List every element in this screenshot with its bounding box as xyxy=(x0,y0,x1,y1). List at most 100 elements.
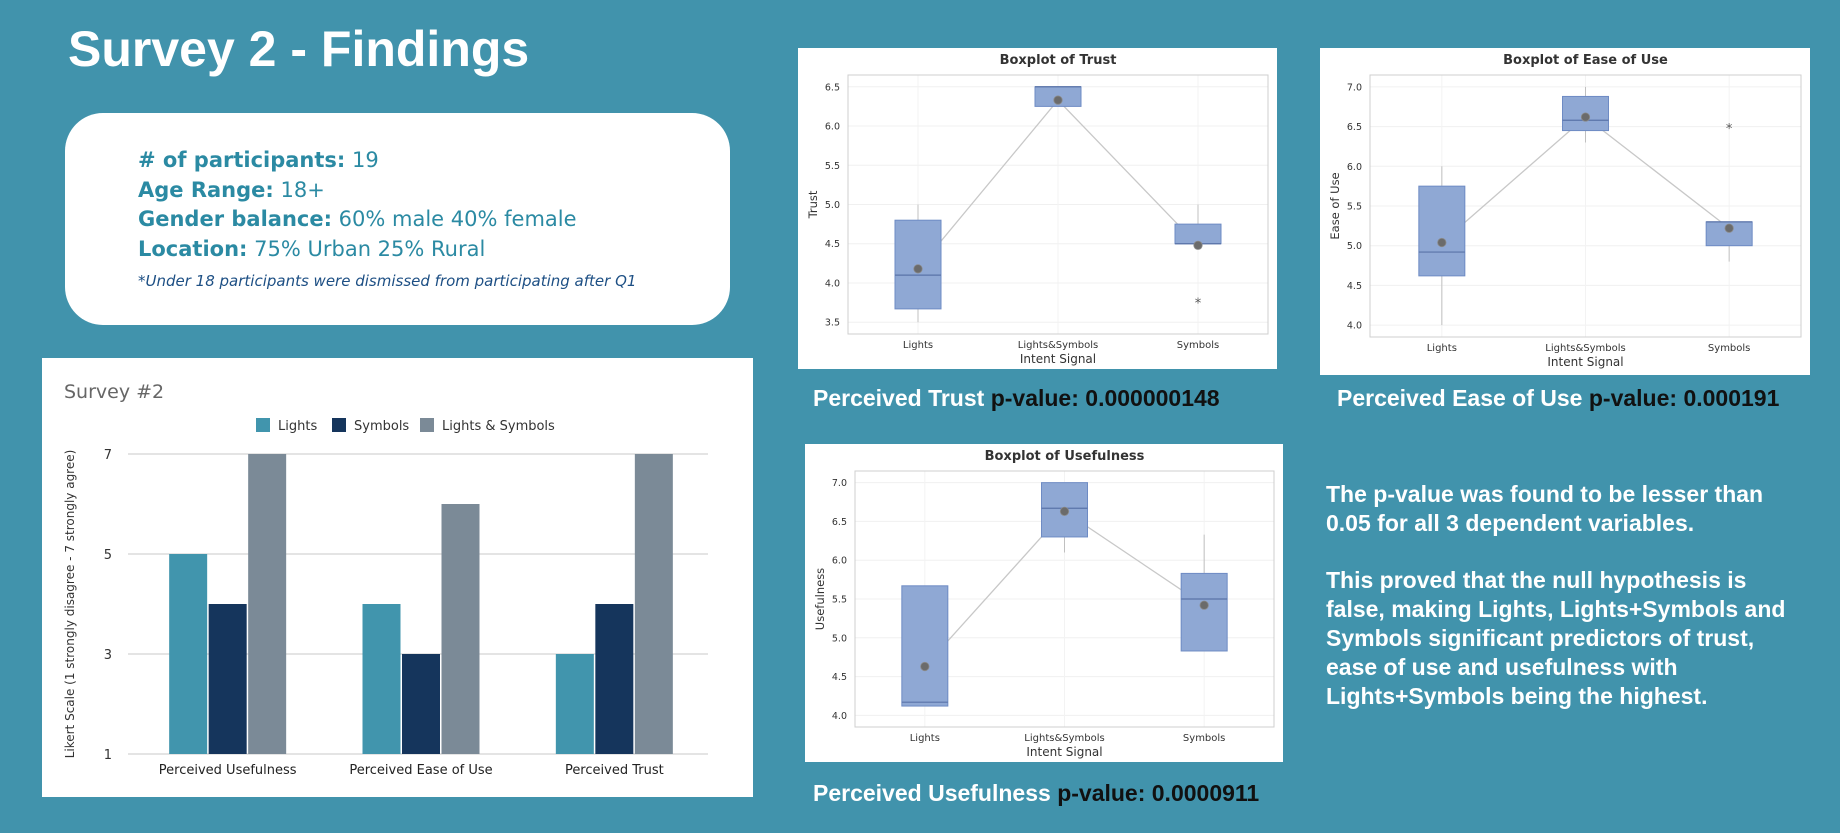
ease-of-use-xtick-lights-symbols: Lights&Symbols xyxy=(1545,343,1625,354)
bar-chart-title: Survey #2 xyxy=(64,381,164,403)
usefulness-mean-lights-symbols xyxy=(1059,506,1070,516)
legend-swatch-lights xyxy=(256,418,270,432)
ease-of-use-mean-lights xyxy=(1437,237,1447,248)
trust-ytick-4: 4.0 xyxy=(825,278,840,289)
trust-ylabel: Trust xyxy=(806,190,820,219)
usefulness-xtick-lights: Lights xyxy=(910,733,940,744)
ease-of-use-ytick-6.5: 6.5 xyxy=(1347,122,1362,133)
trust-outlier-symbols-0: * xyxy=(1195,297,1202,312)
participant-info-card: # of participants: 19 Age Range: 18+ Gen… xyxy=(65,113,730,325)
ease-of-use-ytick-5: 5.0 xyxy=(1347,241,1362,252)
trust-xtick-lights: Lights xyxy=(903,340,933,351)
usefulness-plot-frame xyxy=(854,470,1275,728)
ease-caption-label: Perceived Ease of Use xyxy=(1337,385,1583,411)
ease-of-use-ytick-5.5: 5.5 xyxy=(1347,202,1362,213)
conclusion-text: The p-value was found to be lesser than … xyxy=(1326,480,1796,711)
usefulness-caption: Perceived Usefulness p-value: 0.0000911 xyxy=(813,780,1259,807)
age-line: Age Range: 18+ xyxy=(138,176,730,206)
gender-value: 60% male 40% female xyxy=(338,207,577,231)
bar-perceived-usefulness-lights xyxy=(169,554,208,754)
participants-value: 19 xyxy=(352,148,379,172)
ease-of-use-xlabel: Intent Signal xyxy=(1547,355,1623,369)
legend-label-lights-symbols: Lights & Symbols xyxy=(442,419,555,434)
bar-perceived-trust-lights xyxy=(555,654,594,754)
trust-xtick-lights-symbols: Lights&Symbols xyxy=(1018,340,1098,351)
usefulness-xtick-symbols: Symbols xyxy=(1183,733,1225,744)
conclusion-paragraph-2: This proved that the null hypothesis is … xyxy=(1326,567,1786,709)
legend-swatch-symbols xyxy=(332,418,346,432)
trust-ytick-4.5: 4.5 xyxy=(825,239,840,250)
ease-caption-pvalue: p-value: 0.000191 xyxy=(1588,385,1780,411)
conclusion-paragraph-1: The p-value was found to be lesser than … xyxy=(1326,481,1764,536)
participants-note: *Under 18 participants were dismissed fr… xyxy=(138,272,637,290)
usefulness-xtick-lights-symbols: Lights&Symbols xyxy=(1024,733,1104,744)
trust-ytick-5.5: 5.5 xyxy=(825,161,840,172)
ease-of-use-xtick-lights: Lights xyxy=(1427,343,1457,354)
participants-label: # of participants: xyxy=(138,148,346,172)
bar-perceived-usefulness-symbols xyxy=(208,604,247,754)
bar-ytick-3: 3 xyxy=(104,648,112,663)
ease-of-use-ylabel: Ease of Use xyxy=(1328,172,1342,239)
ease-boxplot: Boxplot of Ease of Use 4.0 4.5 5.0 5.5 6.0 6.5… xyxy=(1328,53,1802,369)
bar-perceived-ease-of-use-lights xyxy=(362,604,401,754)
ease-of-use-outlier-symbols-0: * xyxy=(1726,122,1733,137)
usefulness-caption-label: Perceived Usefulness xyxy=(813,780,1051,806)
usefulness-caption-pvalue: p-value: 0.0000911 xyxy=(1057,780,1260,806)
page-title: Survey 2 - Findings xyxy=(68,21,530,77)
legend-label-symbols: Symbols xyxy=(354,419,409,434)
usefulness-ytick-5.5: 5.5 xyxy=(832,595,847,606)
trust-mean-lights-symbols xyxy=(1053,95,1063,105)
ease-of-use-box-lights xyxy=(1418,185,1466,277)
trust-xlabel: Intent Signal xyxy=(1020,352,1096,366)
trust-caption-pvalue: p-value: 0.000000148 xyxy=(990,385,1220,411)
trust-mean-lights xyxy=(913,264,923,274)
trust-caption: Perceived Trust p-value: 0.000000148 xyxy=(813,385,1220,412)
bar-xtick-perceived-trust: Perceived Trust xyxy=(565,763,664,778)
usefulness-ylabel: Usefulness xyxy=(813,568,827,630)
survey-bar-chart-panel: Survey #2 Lights Symbols Lights & Symbols 1 3… xyxy=(42,358,753,797)
trust-ytick-6: 6.0 xyxy=(825,122,840,133)
usefulness-title: Boxplot of Usefulness xyxy=(985,449,1145,464)
survey-bar-chart: Survey #2 Lights Symbols Lights & Symbols 1 3… xyxy=(63,381,708,778)
bar-ytick-5: 5 xyxy=(104,548,112,563)
bar-xtick-perceived-usefulness: Perceived Usefulness xyxy=(159,763,297,778)
usefulness-boxplot: Boxplot of Usefulness 4.0 4.5 5.0 5.5 6.0 6.5 7… xyxy=(813,449,1275,759)
trust-boxplot-panel: Boxplot of Trust 3.5 4.0 4.5 5.0 5.5 6.0 6.5 Lig… xyxy=(798,48,1277,369)
gender-label: Gender balance: xyxy=(138,207,332,231)
bar-perceived-trust-symbols xyxy=(595,604,634,754)
legend-label-lights: Lights xyxy=(278,419,317,434)
trust-ytick-6.5: 6.5 xyxy=(825,82,840,93)
ease-of-use-title: Boxplot of Ease of Use xyxy=(1503,53,1668,68)
ease-caption: Perceived Ease of Use p-value: 0.000191 xyxy=(1337,385,1779,412)
ease-of-use-ytick-4: 4.0 xyxy=(1347,321,1362,332)
bar-perceived-usefulness-lights-symbols xyxy=(248,454,287,754)
trust-ytick-5: 5.0 xyxy=(825,200,840,211)
ease-of-use-ytick-4.5: 4.5 xyxy=(1347,281,1362,292)
ease-boxplot-panel: Boxplot of Ease of Use 4.0 4.5 5.0 5.5 6.0 6.5… xyxy=(1320,48,1810,375)
usefulness-ytick-4: 4.0 xyxy=(832,711,847,722)
trust-boxplot: Boxplot of Trust 3.5 4.0 4.5 5.0 5.5 6.0 6.5 Lig… xyxy=(806,53,1269,366)
usefulness-box-lights xyxy=(901,585,949,707)
usefulness-boxplot-panel: Boxplot of Usefulness 4.0 4.5 5.0 5.5 6.0 6.5 7… xyxy=(805,444,1283,762)
trust-caption-label: Perceived Trust xyxy=(813,385,985,411)
ease-of-use-plot-frame xyxy=(1369,74,1802,338)
legend-swatch-lights-symbols xyxy=(420,418,434,432)
usefulness-box-symbols xyxy=(1180,572,1228,652)
ease-of-use-xtick-symbols: Symbols xyxy=(1708,343,1750,354)
usefulness-xlabel: Intent Signal xyxy=(1026,745,1102,759)
usefulness-ytick-4.5: 4.5 xyxy=(832,672,847,683)
participants-line: # of participants: 19 xyxy=(138,146,730,176)
usefulness-ytick-5: 5.0 xyxy=(832,633,847,644)
bar-ylabel: Likert Scale (1 strongly disagree - 7 st… xyxy=(63,450,77,759)
ease-of-use-mean-lights-symbols xyxy=(1580,112,1591,122)
gender-line: Gender balance: 60% male 40% female xyxy=(138,205,730,235)
trust-xtick-symbols: Symbols xyxy=(1177,340,1219,351)
bar-perceived-trust-lights-symbols xyxy=(634,454,673,754)
age-label: Age Range: xyxy=(138,177,274,202)
bar-ytick-7: 7 xyxy=(104,448,112,463)
bar-perceived-ease-of-use-lights-symbols xyxy=(441,504,480,754)
trust-ytick-3.5: 3.5 xyxy=(825,318,840,329)
usefulness-mean-symbols xyxy=(1199,600,1209,610)
bar-xtick-perceived-ease-of-use: Perceived Ease of Use xyxy=(349,763,492,778)
location-value: 75% Urban 25% Rural xyxy=(254,236,486,261)
